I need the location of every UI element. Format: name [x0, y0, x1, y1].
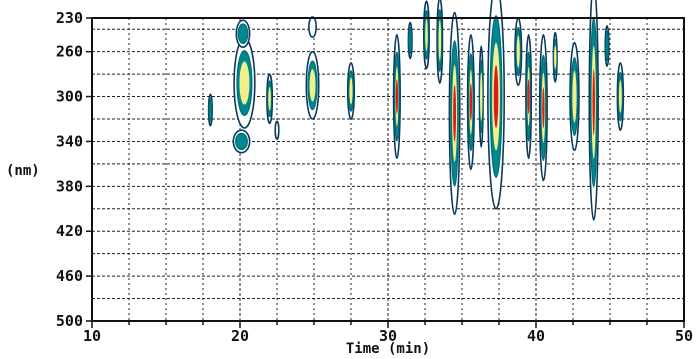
contour-high-peak — [425, 18, 428, 51]
contour-peak-peak — [453, 85, 457, 142]
contour-mid-peak — [408, 26, 413, 54]
y-tick-label: 500 — [56, 312, 83, 330]
x-tick-label: 20 — [231, 327, 249, 345]
contour-high-peak — [438, 19, 442, 61]
contour-mid-peak — [235, 132, 248, 151]
contour-peak-peak — [395, 79, 399, 114]
contour-high-peak — [572, 70, 577, 123]
y-tick-label: 340 — [56, 132, 83, 150]
x-tick-label: 30 — [379, 327, 397, 345]
contour-peak-peak — [493, 65, 499, 128]
contour-plot — [207, 0, 625, 221]
y-tick-label: 260 — [56, 43, 83, 61]
x-tick-label: 50 — [675, 327, 693, 345]
y-tick-label: 380 — [56, 177, 83, 195]
contour-high-peak — [349, 77, 353, 105]
y-tick-label: 420 — [56, 222, 83, 240]
y-tick-label: 460 — [56, 267, 83, 285]
contour-high-peak — [516, 35, 520, 68]
x-tick-label: 10 — [83, 327, 101, 345]
contour-peak-peak — [542, 87, 545, 129]
contour-high-peak — [554, 45, 557, 70]
x-axis-title: Time (min) — [346, 341, 430, 357]
contour-low-peak — [274, 120, 280, 141]
y-tick-label: 300 — [56, 88, 83, 106]
contour-high-peak — [239, 61, 250, 105]
contour-high-peak — [268, 86, 271, 111]
contour-level-high — [239, 18, 622, 162]
gridlines — [92, 18, 684, 321]
contour-peak-peak — [527, 79, 530, 114]
contour-peak-peak — [592, 69, 595, 136]
contour-mid-peak — [605, 30, 609, 62]
y-tick-label: 230 — [56, 9, 83, 27]
x-tick-label: 40 — [527, 327, 545, 345]
contour-peak-peak — [469, 83, 473, 122]
contour-mid-peak — [208, 98, 213, 122]
contour-level-peak — [395, 65, 595, 142]
y-axis-title: (nm) — [6, 163, 40, 179]
axis-ticks: 10 20 30 40 50 230 260 300 340 380 420 460 500 — [56, 9, 693, 345]
contour-mid-peak — [237, 23, 249, 45]
contour-high-peak — [480, 72, 483, 121]
contour-level-mid — [208, 9, 624, 188]
contour-high-peak — [309, 69, 316, 102]
contour-low-peak — [308, 16, 318, 38]
contour-high-peak — [618, 80, 622, 113]
